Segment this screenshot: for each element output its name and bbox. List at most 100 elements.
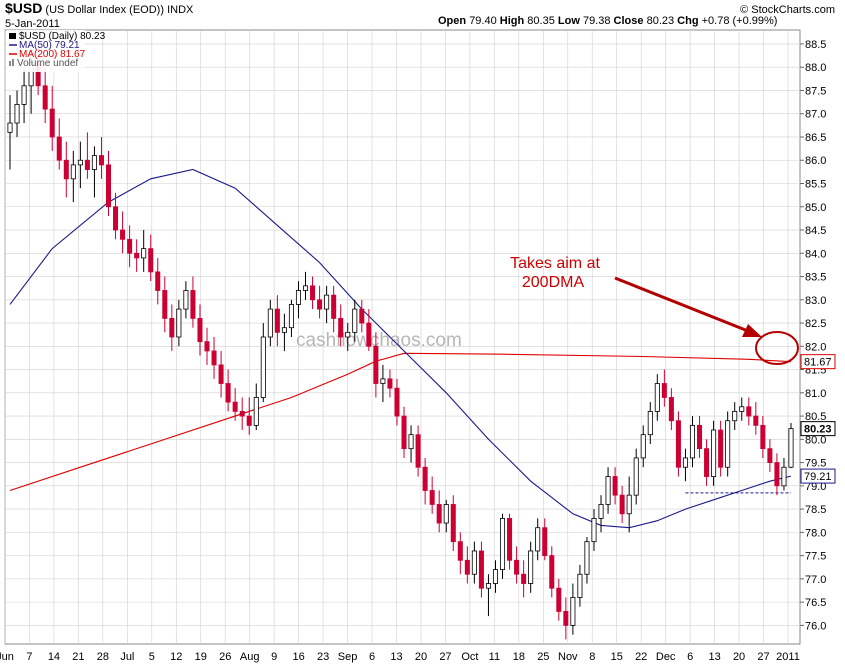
candle-body — [204, 341, 210, 352]
y-tick-label: 87.5 — [805, 85, 826, 97]
candle-body — [113, 206, 119, 231]
candle-body — [450, 504, 456, 543]
x-tick-label: 8 — [589, 651, 595, 663]
candle-body — [689, 424, 696, 459]
badge-ma200-label: 81.67 — [804, 357, 832, 369]
candle-body — [598, 504, 604, 519]
x-tick-label: 11 — [489, 651, 500, 663]
badge-close-box — [800, 421, 836, 437]
candle-body — [528, 550, 534, 584]
candle-body — [781, 466, 787, 487]
moving-averages — [9, 168, 792, 529]
candle-body — [310, 285, 316, 301]
badge-close-label: 80.23 — [804, 424, 832, 436]
gridlines — [4, 30, 800, 644]
annotation-line2: 200DMA — [522, 274, 585, 291]
candle-body — [654, 383, 660, 412]
x-tick-label: Sep — [338, 651, 358, 663]
credit: © StockCharts.com — [740, 4, 835, 16]
candle-body — [535, 527, 541, 552]
candle-body — [788, 428, 794, 468]
candle-body — [366, 322, 372, 347]
candle-body — [584, 541, 590, 575]
candle-body — [760, 424, 766, 450]
candle-body — [169, 317, 175, 338]
legend-price: $USD (Daily) 80.23 — [19, 31, 106, 42]
watermark: cashflowchaos.com — [296, 330, 462, 351]
candle-body — [141, 248, 147, 259]
candle-body — [14, 104, 20, 124]
candle-body — [682, 457, 688, 468]
legend: $USD (Daily) 80.23 MA(50) 79.21 MA(200) … — [7, 30, 106, 72]
candle-body — [704, 448, 710, 477]
candle-body — [443, 504, 449, 524]
y-tick-label: 78.5 — [805, 504, 826, 516]
badge-close: 80.23 — [800, 421, 836, 437]
x-tick-label: 18 — [513, 651, 525, 663]
candle-body — [401, 415, 407, 450]
candle-body — [718, 429, 724, 468]
candle-body — [84, 159, 90, 170]
candle-body — [232, 401, 238, 412]
candle-body — [725, 420, 731, 468]
y-tick-label: 82.5 — [805, 318, 826, 330]
candle-body — [387, 378, 393, 389]
y-tick-label: 76.0 — [805, 620, 826, 632]
y-tick-label: 83.5 — [805, 272, 826, 284]
y-tick-label: 83.0 — [805, 295, 826, 307]
y-tick-label: 77.5 — [805, 551, 826, 563]
x-tick-label: 16 — [293, 651, 305, 663]
value-badges: 81.67 80.23 79.21 — [800, 354, 836, 484]
candle-body — [49, 108, 55, 138]
candle-body — [507, 518, 513, 561]
candle-body — [176, 308, 182, 338]
x-tick-label: Nov — [558, 651, 578, 663]
badge-ma50: 79.21 — [800, 468, 836, 484]
x-tick-label: 27 — [757, 651, 769, 663]
candlesticks — [7, 39, 794, 640]
header-date: 5-Jan-2011 — [5, 18, 60, 30]
y-tick-label: 78.0 — [805, 527, 826, 539]
ohlc-summary: Open 79.40 High 80.35 Low 79.38 Close 80… — [438, 15, 777, 27]
annotation-arrow — [614, 276, 749, 333]
y-tick-label: 81.0 — [805, 388, 826, 400]
candle-body — [338, 317, 344, 338]
candle-body — [317, 299, 323, 310]
legend-price-icon — [9, 33, 16, 39]
y-tick-label: 76.5 — [805, 597, 826, 609]
candle-body — [7, 122, 13, 133]
candle-body — [570, 597, 576, 626]
candle-body — [739, 406, 745, 412]
candle-body — [563, 611, 569, 626]
candle-body — [485, 583, 491, 589]
badge-ma50-label: 79.21 — [804, 471, 832, 483]
x-tick-label: 20 — [415, 651, 427, 663]
candle-body — [21, 85, 27, 105]
candle-body — [63, 159, 69, 180]
x-tick-label: Dec — [656, 651, 676, 663]
candle-body — [120, 229, 126, 240]
legend-volume: Volume undef — [17, 58, 78, 69]
candle-body — [464, 559, 470, 575]
candle-body — [288, 304, 294, 329]
y-tick-label: 80.0 — [805, 434, 826, 446]
y-tick-label: 84.5 — [805, 225, 826, 237]
candle-body — [98, 155, 104, 166]
candle-body — [274, 308, 280, 333]
x-tick-label: 25 — [537, 651, 549, 663]
annotation-circle — [755, 331, 799, 365]
x-tick-label: 14 — [48, 651, 60, 663]
candle-body — [612, 476, 618, 496]
candle-body — [492, 569, 498, 584]
badge-ma50-box — [800, 468, 836, 484]
candle-body — [155, 271, 161, 291]
candle-body — [105, 164, 112, 208]
x-tick-label: 23 — [317, 651, 329, 663]
candle-body — [767, 448, 773, 463]
x-tick-label: 13 — [390, 651, 402, 663]
candle-body — [500, 518, 506, 570]
candle-body — [732, 411, 738, 422]
x-tick-label: Aug — [240, 651, 260, 663]
candle-body — [633, 457, 639, 496]
